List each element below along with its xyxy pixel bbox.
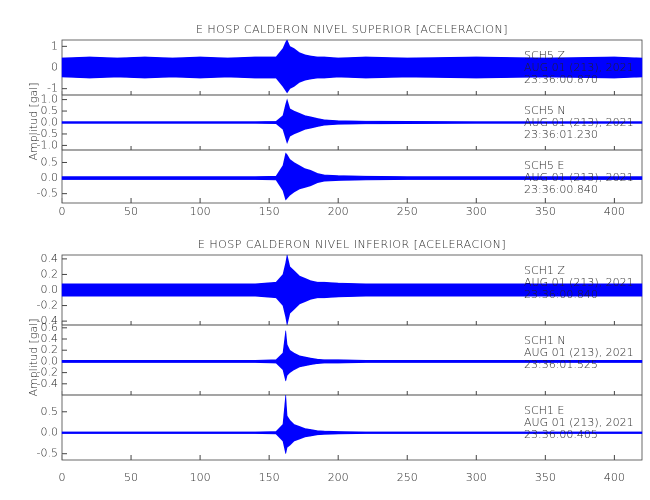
y-tick-label: 0.5 xyxy=(41,405,59,418)
trace-annotation: SCH1 E xyxy=(524,404,564,417)
trace-annotation: 23:36:00.840 xyxy=(524,288,598,301)
chart-title: E HOSP CALDERON NIVEL INFERIOR [ACELERAC… xyxy=(198,238,506,251)
trace-annotation: 23:36:00.840 xyxy=(524,183,598,196)
trace-annotation: 23:36:01.230 xyxy=(524,128,598,141)
trace-annotation: AUG 01 (213), 2021 xyxy=(524,416,634,429)
x-tick-label: 300 xyxy=(466,471,487,484)
y-tick-label: 0.4 xyxy=(41,332,59,345)
trace-annotation: 23:36:01.525 xyxy=(524,358,598,371)
waveform-envelope xyxy=(61,152,643,201)
waveform-envelope xyxy=(61,39,643,94)
y-axis-label: Amplitud [gal] xyxy=(27,82,40,160)
y-tick-label: 0.0 xyxy=(41,283,59,296)
y-tick-label: 0.6 xyxy=(41,321,59,334)
x-tick-label: 100 xyxy=(190,205,211,218)
x-tick-label: 350 xyxy=(535,205,556,218)
y-tick-label: 0.4 xyxy=(41,252,59,265)
trace-annotation: AUG 01 (213), 2021 xyxy=(524,276,634,289)
y-axis-label: Amplitud [gal] xyxy=(27,318,40,396)
trace-annotation: AUG 01 (213), 2021 xyxy=(524,61,634,74)
y-tick-label: 0 xyxy=(51,61,58,74)
x-tick-label: 100 xyxy=(190,471,211,484)
x-tick-label: 150 xyxy=(259,471,280,484)
trace-annotation: SCH5 N xyxy=(524,104,566,117)
x-tick-label: 250 xyxy=(397,205,418,218)
waveform-envelope xyxy=(61,330,643,382)
x-tick-label: 400 xyxy=(604,471,625,484)
y-tick-label: -1 xyxy=(47,82,58,95)
x-tick-label: 0 xyxy=(59,471,66,484)
x-tick-label: 50 xyxy=(124,471,138,484)
waveform-envelope xyxy=(61,98,643,145)
trace-annotation: AUG 01 (213), 2021 xyxy=(524,116,634,129)
y-tick-label: 1 xyxy=(51,39,58,52)
y-tick-label: -0.5 xyxy=(37,447,58,460)
x-tick-label: 250 xyxy=(397,471,418,484)
x-tick-label: 350 xyxy=(535,471,556,484)
trace-annotation: SCH1 Z xyxy=(524,264,565,277)
y-tick-label: 0.0 xyxy=(41,116,59,129)
y-tick-label: -0.2 xyxy=(37,366,58,379)
x-tick-label: 200 xyxy=(328,471,349,484)
chart-title: E HOSP CALDERON NIVEL SUPERIOR [ACELERAC… xyxy=(196,23,508,36)
trace-annotation: SCH5 E xyxy=(524,159,564,172)
y-tick-label: 1.0 xyxy=(41,93,59,106)
waveform-envelope xyxy=(61,254,643,326)
y-tick-label: -0.5 xyxy=(37,187,58,200)
y-tick-label: 0.5 xyxy=(41,155,59,168)
y-tick-label: -1.0 xyxy=(37,138,58,151)
panel-frame xyxy=(61,394,643,461)
trace-annotation: SCH5 Z xyxy=(524,49,565,62)
x-tick-label: 300 xyxy=(466,205,487,218)
y-tick-label: -0.2 xyxy=(37,299,58,312)
y-tick-label: 0.0 xyxy=(41,354,59,367)
trace-annotation: 23:36:00.405 xyxy=(524,428,598,441)
x-tick-label: 400 xyxy=(604,205,625,218)
x-tick-label: 0 xyxy=(59,205,66,218)
x-tick-label: 150 xyxy=(259,205,280,218)
y-tick-label: -0.4 xyxy=(37,314,58,327)
y-tick-label: -0.4 xyxy=(37,377,58,390)
x-tick-label: 200 xyxy=(328,205,349,218)
waveform-envelope xyxy=(61,394,643,454)
trace-annotation: SCH1 N xyxy=(524,334,566,347)
trace-annotation: AUG 01 (213), 2021 xyxy=(524,171,634,184)
y-tick-label: 0.5 xyxy=(41,104,59,117)
y-tick-label: 0.0 xyxy=(41,171,59,184)
trace-annotation: AUG 01 (213), 2021 xyxy=(524,346,634,359)
y-tick-label: 0.2 xyxy=(41,343,59,356)
x-tick-label: 50 xyxy=(124,205,138,218)
y-tick-label: -0.5 xyxy=(37,127,58,140)
y-tick-label: 0.2 xyxy=(41,267,59,280)
y-tick-label: 0.0 xyxy=(41,426,59,439)
trace-annotation: 23:36:00.870 xyxy=(524,73,598,86)
